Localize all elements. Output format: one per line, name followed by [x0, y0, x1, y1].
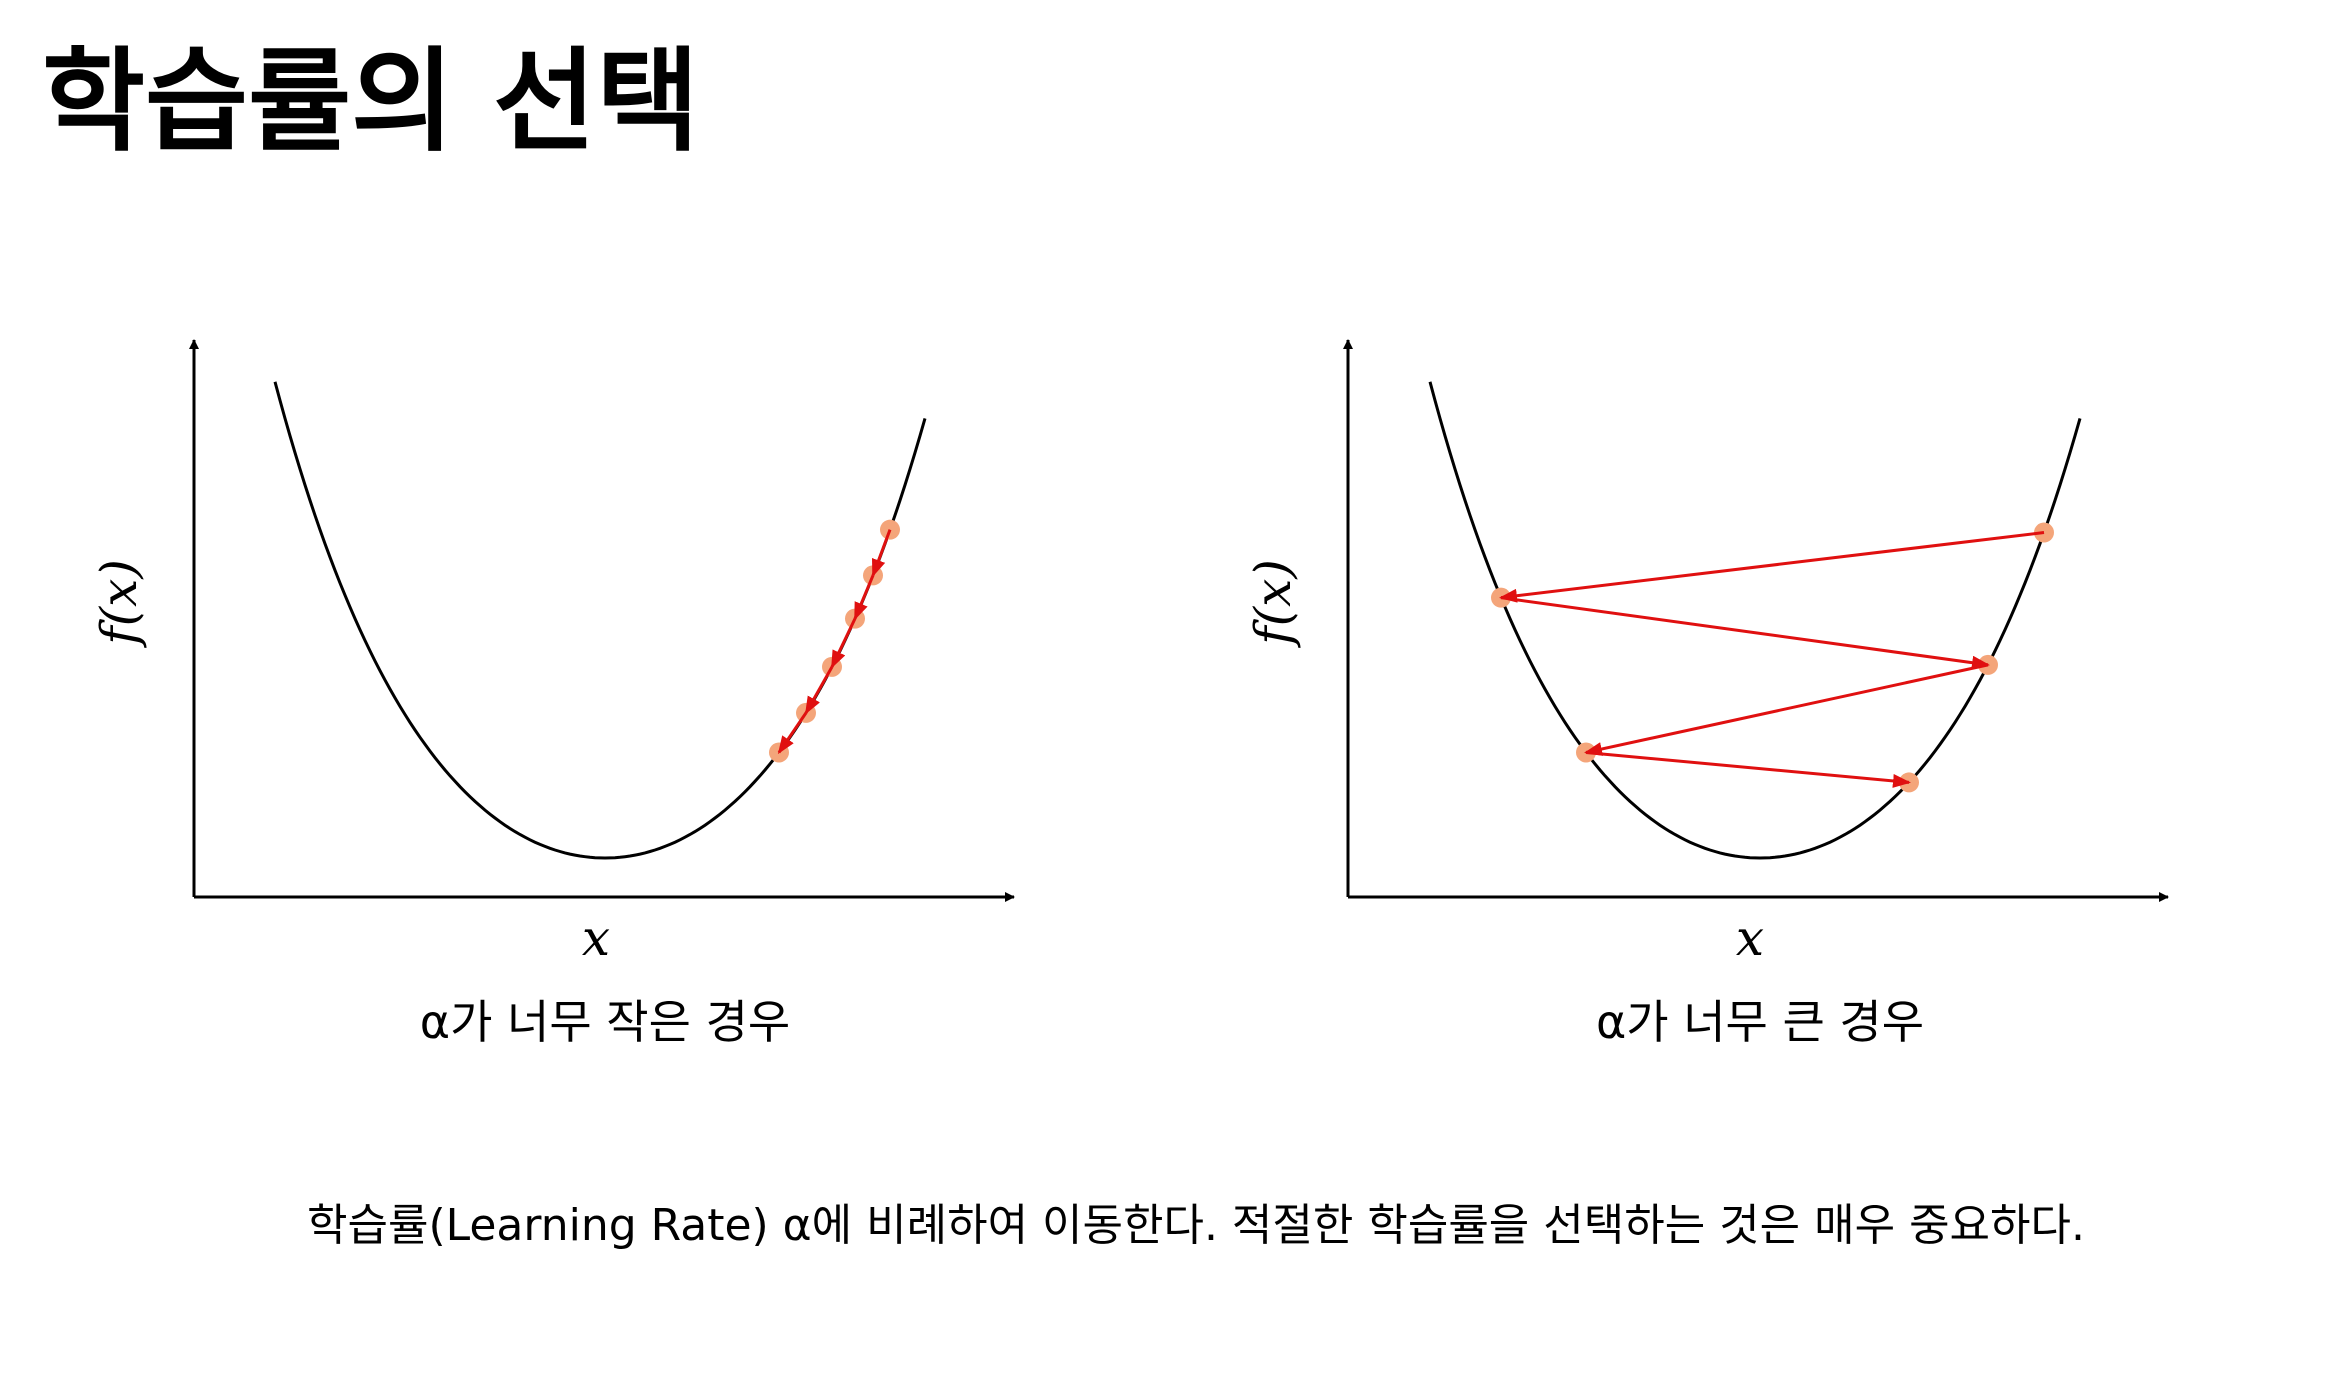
y-axis-label: f(x)	[1244, 559, 1302, 649]
caption: α가 너무 큰 경우	[1596, 995, 1924, 1049]
caption: α가 너무 작은 경우	[420, 995, 790, 1049]
footer-text: 학습률(Learning Rate) α에 비례하여 이동한다. 적절한 학습률…	[307, 1200, 2085, 1251]
step-arrow	[853, 574, 875, 621]
step-arrow	[871, 529, 892, 578]
y-axis-label: f(x)	[90, 559, 148, 649]
loss-curve	[273, 381, 927, 860]
step-arrow	[804, 666, 834, 715]
step-arrow	[1585, 750, 1911, 788]
step-arrow	[777, 712, 808, 755]
panel-small-lr: f(x) x α가 너무 작은 경우	[90, 339, 1015, 1049]
step-arrow	[830, 617, 857, 669]
panel-large-lr: f(x) x α가 너무 큰 경우	[1244, 339, 2169, 1049]
x-axis-label: x	[1736, 909, 1764, 967]
step-arrow	[1499, 531, 2045, 603]
title: 학습률의 선택	[42, 37, 699, 167]
loss-curve	[1428, 381, 2082, 860]
step-arrow	[1584, 663, 1989, 756]
step-arrow	[1500, 596, 1990, 670]
x-axis-label: x	[582, 909, 610, 967]
